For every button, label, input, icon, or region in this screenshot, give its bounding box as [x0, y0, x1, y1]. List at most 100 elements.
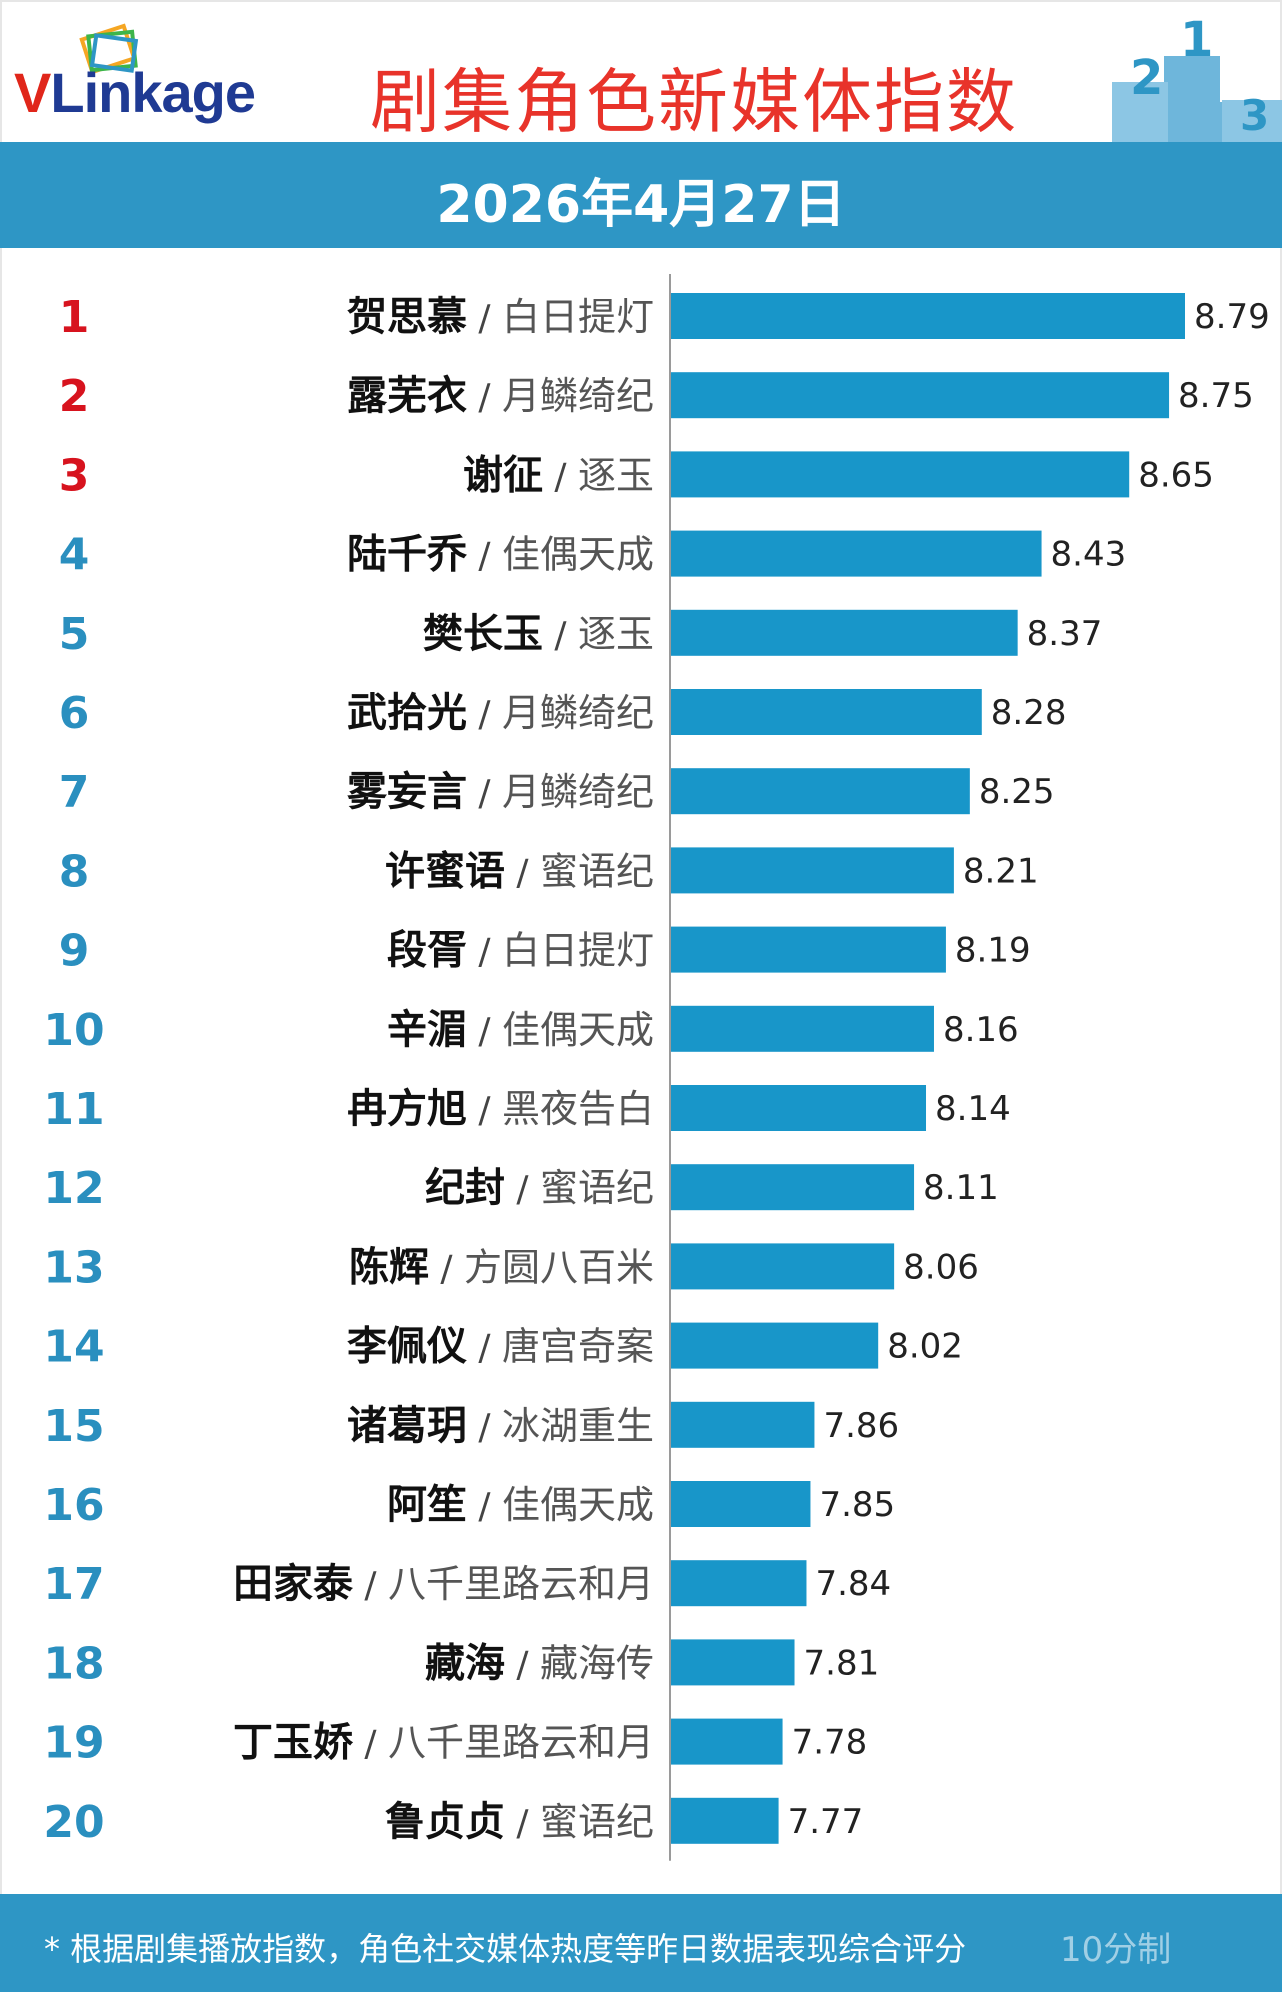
show-title: 月鳞绮纪 [502, 374, 654, 418]
character-name: 许蜜语 [385, 848, 505, 894]
bar [671, 768, 970, 815]
rank-label: 7 [59, 767, 90, 818]
value-label: 8.28 [991, 693, 1067, 733]
show-title: 八千里路云和月 [388, 1721, 654, 1765]
show-title: 八千里路云和月 [388, 1562, 654, 1606]
bar [671, 451, 1130, 498]
bar [671, 1797, 779, 1844]
rank-label: 12 [43, 1163, 104, 1214]
label-separator: / [543, 615, 578, 656]
row-label: 雾妄言 / 月鳞绮纪 [347, 769, 654, 815]
character-name: 鲁贞贞 [385, 1799, 505, 1845]
vlinkage-logo: VLinkage [14, 22, 284, 124]
logo-rest: Linkage [50, 61, 256, 124]
show-title: 白日提灯 [502, 295, 654, 339]
value-label: 7.81 [804, 1643, 880, 1683]
rank-label: 20 [43, 1797, 104, 1848]
character-name: 雾妄言 [347, 769, 467, 815]
label-separator: / [467, 694, 502, 735]
row-label: 贺思慕 / 白日提灯 [347, 294, 654, 340]
bar [671, 847, 954, 894]
row-label: 段胥 / 白日提灯 [387, 928, 654, 974]
bar [671, 1639, 795, 1686]
character-name: 阿笙 [387, 1482, 467, 1528]
label-separator: / [467, 1486, 502, 1527]
label-separator: / [467, 932, 502, 973]
character-name: 陆千乔 [347, 532, 467, 578]
character-name: 陈辉 [349, 1244, 429, 1290]
row-label: 武拾光 / 月鳞绮纪 [347, 690, 654, 736]
footer-band: * 根据剧集播放指数，角色社交媒体热度等昨日数据表现综合评分 10分制 [0, 1894, 1282, 1992]
bar [671, 1243, 895, 1290]
value-label: 8.43 [1051, 535, 1127, 575]
row-label: 许蜜语 / 蜜语纪 [385, 848, 654, 894]
character-name: 武拾光 [347, 690, 467, 736]
show-title: 月鳞绮纪 [502, 770, 654, 814]
label-separator: / [505, 1803, 540, 1844]
show-title: 白日提灯 [502, 929, 654, 973]
show-title: 蜜语纪 [540, 849, 654, 893]
value-label: 8.06 [903, 1247, 979, 1287]
show-title: 逐玉 [578, 453, 654, 497]
show-title: 佳偶天成 [502, 1008, 654, 1052]
label-separator: / [353, 1565, 388, 1606]
bar [671, 1005, 934, 1052]
value-label: 8.79 [1194, 297, 1270, 337]
bar [671, 1164, 915, 1211]
bar [671, 689, 982, 735]
footnote: * 根据剧集播放指数，角色社交媒体热度等昨日数据表现综合评分 [44, 1930, 967, 1968]
label-separator: / [505, 1169, 540, 1210]
row-label: 谢征 / 逐玉 [463, 452, 654, 498]
value-label: 8.37 [1027, 614, 1103, 654]
character-name: 田家泰 [233, 1561, 354, 1607]
show-title: 唐宫奇案 [502, 1325, 654, 1369]
rank-label: 10 [43, 1005, 104, 1056]
label-separator: / [543, 456, 578, 497]
show-title: 方圆八百米 [464, 1245, 654, 1289]
bar [671, 1560, 807, 1607]
label-separator: / [505, 1644, 540, 1685]
row-label: 纪封 / 蜜语纪 [425, 1165, 654, 1211]
row-label: 李佩仪 / 唐宫奇案 [347, 1324, 654, 1370]
row-label: 阿笙 / 佳偶天成 [387, 1482, 654, 1528]
value-label: 7.86 [823, 1406, 899, 1446]
value-label: 8.14 [935, 1089, 1011, 1129]
bar [671, 293, 1185, 339]
show-title: 黑夜告白 [502, 1087, 654, 1131]
label-separator: / [467, 536, 502, 577]
bar [671, 1401, 815, 1448]
bar [671, 926, 946, 973]
watermark: 10分制 [1060, 1930, 1172, 1970]
show-title: 冰湖重生 [502, 1404, 654, 1448]
bar [671, 372, 1170, 419]
logo-v: V [14, 61, 51, 124]
row-label: 露芜衣 / 月鳞绮纪 [347, 373, 654, 419]
character-name: 纪封 [425, 1165, 505, 1211]
bar [671, 1718, 783, 1765]
character-name: 辛湄 [387, 1007, 467, 1053]
svg-text:3: 3 [1240, 91, 1269, 140]
rank-label: 15 [43, 1401, 104, 1452]
rank-label: 11 [43, 1084, 104, 1135]
svg-text:2: 2 [1130, 50, 1163, 106]
row-label: 樊长玉 / 逐玉 [423, 611, 654, 657]
character-name: 露芜衣 [347, 373, 467, 419]
rank-label: 19 [43, 1718, 104, 1769]
row-label: 藏海 / 藏海传 [425, 1640, 654, 1686]
rank-label: 16 [43, 1480, 104, 1531]
rank-label: 9 [59, 926, 90, 977]
rank-label: 4 [59, 530, 90, 581]
value-label: 8.02 [887, 1327, 963, 1367]
label-separator: / [467, 1090, 502, 1131]
rank-label: 5 [59, 609, 90, 660]
value-label: 8.16 [943, 1010, 1019, 1050]
value-label: 7.78 [792, 1723, 868, 1763]
podium-icon: 2 1 3 [1112, 16, 1282, 144]
value-label: 7.77 [788, 1802, 864, 1842]
value-label: 7.85 [819, 1485, 895, 1525]
rank-label: 2 [59, 371, 90, 422]
bar [671, 530, 1042, 577]
value-label: 8.25 [979, 772, 1055, 812]
character-name: 藏海 [425, 1640, 505, 1686]
label-separator: / [467, 377, 502, 418]
